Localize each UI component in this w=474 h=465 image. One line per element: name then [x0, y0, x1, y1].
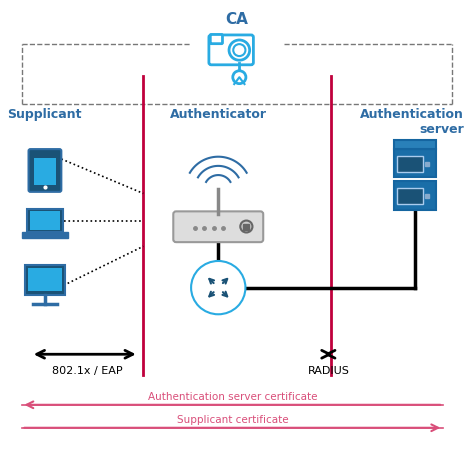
Text: Authentication
server: Authentication server	[360, 108, 464, 136]
FancyBboxPatch shape	[397, 188, 423, 204]
FancyBboxPatch shape	[21, 232, 68, 238]
FancyBboxPatch shape	[210, 34, 222, 44]
Circle shape	[233, 44, 246, 56]
FancyBboxPatch shape	[394, 140, 436, 149]
Text: CA: CA	[226, 12, 248, 27]
FancyBboxPatch shape	[30, 212, 60, 230]
Circle shape	[191, 261, 246, 314]
FancyBboxPatch shape	[394, 181, 436, 210]
FancyBboxPatch shape	[209, 35, 254, 65]
FancyBboxPatch shape	[34, 158, 56, 186]
FancyBboxPatch shape	[28, 268, 62, 291]
Circle shape	[229, 40, 250, 60]
Text: Supplicant: Supplicant	[8, 108, 82, 121]
Circle shape	[240, 220, 253, 232]
Text: Authenticator: Authenticator	[170, 108, 267, 121]
FancyBboxPatch shape	[27, 209, 63, 232]
FancyBboxPatch shape	[394, 149, 436, 177]
FancyBboxPatch shape	[28, 149, 61, 192]
FancyBboxPatch shape	[397, 156, 423, 172]
Text: Supplicant certificate: Supplicant certificate	[176, 415, 288, 425]
FancyBboxPatch shape	[25, 265, 65, 294]
FancyBboxPatch shape	[173, 212, 263, 242]
Text: RADIUS: RADIUS	[308, 366, 349, 376]
Text: Authentication server certificate: Authentication server certificate	[147, 392, 317, 402]
Circle shape	[233, 71, 246, 84]
Text: 802.1x / EAP: 802.1x / EAP	[52, 366, 122, 376]
